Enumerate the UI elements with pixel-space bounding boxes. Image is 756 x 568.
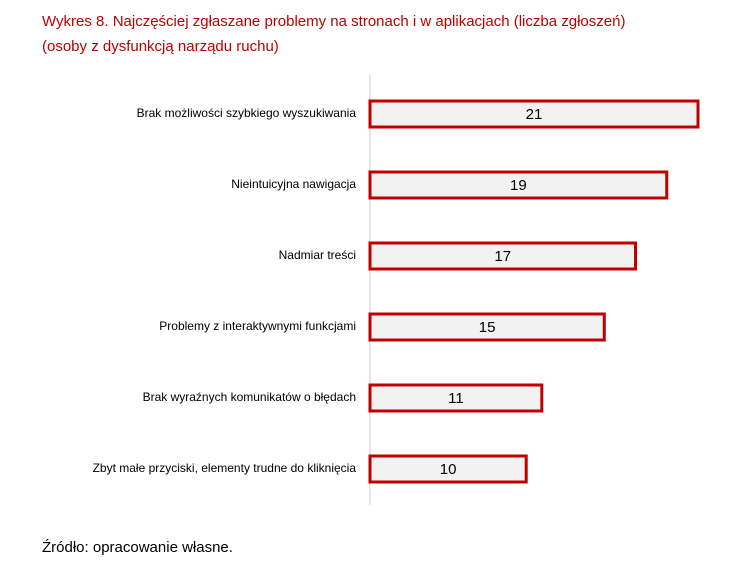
value-label: 17 xyxy=(494,248,511,265)
value-label: 15 xyxy=(479,319,496,336)
category-label: Nieintuicyjna nawigacja xyxy=(231,177,356,191)
category-label: Brak możliwości szybkiego wyszukiwania xyxy=(137,106,357,120)
bar xyxy=(368,383,544,413)
value-label: 21 xyxy=(526,106,543,123)
category-label: Zbyt małe przyciski, elementy trudne do … xyxy=(93,461,357,475)
chart-subtitle: (osoby z dysfunkcją narządu ruchu) xyxy=(42,38,279,55)
bar xyxy=(368,99,700,129)
source-note: Źródło: opracowanie własne. xyxy=(42,539,233,556)
category-label: Problemy z interaktywnymi funkcjami xyxy=(159,319,356,333)
value-label: 19 xyxy=(510,177,527,194)
bar xyxy=(368,241,638,271)
category-label: Brak wyraźnych komunikatów o błędach xyxy=(143,390,356,404)
value-label: 11 xyxy=(448,390,464,407)
category-label: Nadmiar treści xyxy=(279,248,356,262)
bar xyxy=(368,170,669,200)
chart-title: Wykres 8. Najczęściej zgłaszane problemy… xyxy=(42,13,625,30)
value-label: 10 xyxy=(440,461,457,478)
bar xyxy=(368,312,606,342)
bar xyxy=(368,454,528,484)
